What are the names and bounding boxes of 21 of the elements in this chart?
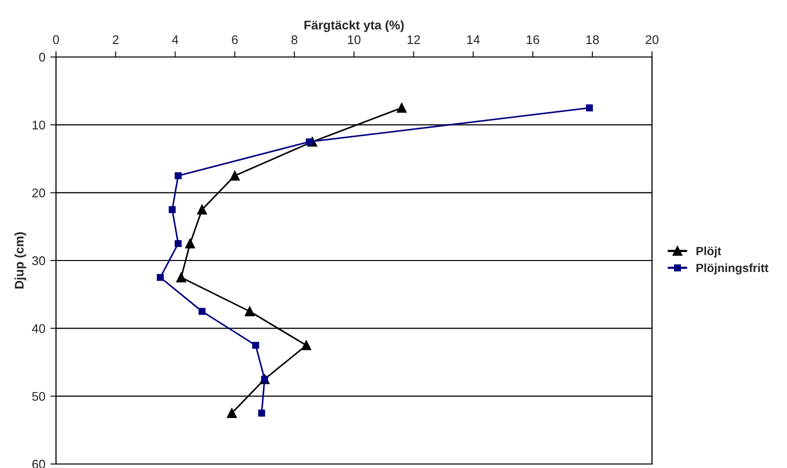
x-tick-label: 12	[408, 35, 420, 44]
x-tick-label: 16	[526, 35, 540, 44]
legend-label: Plöjt	[696, 246, 722, 258]
y-tick-label: 50	[32, 392, 46, 401]
y-tick-label: 20	[32, 188, 46, 198]
x-tick-label: 20	[646, 35, 658, 44]
x-tick-label: 6	[232, 35, 238, 44]
y-tick-label: 10	[32, 120, 46, 130]
legend-label: Plöjningsfritt	[696, 263, 768, 274]
x-tick-label: 18	[586, 35, 599, 44]
x-tick-label: 4	[172, 35, 178, 44]
x-tick-label: 8	[291, 35, 298, 44]
y-tick-label: 30	[32, 256, 46, 266]
x-tick-label: 10	[348, 35, 360, 44]
x-tick-label: 2	[112, 35, 118, 44]
x-axis-title: Färgtäckt yta (%)	[304, 20, 404, 32]
y-tick-label: 40	[32, 324, 46, 333]
x-tick-label: 0	[53, 35, 59, 44]
x-tick-label: 14	[467, 35, 480, 44]
y-tick-label: 0	[39, 52, 46, 62]
y-axis-title: Djup (cm)	[14, 232, 26, 288]
